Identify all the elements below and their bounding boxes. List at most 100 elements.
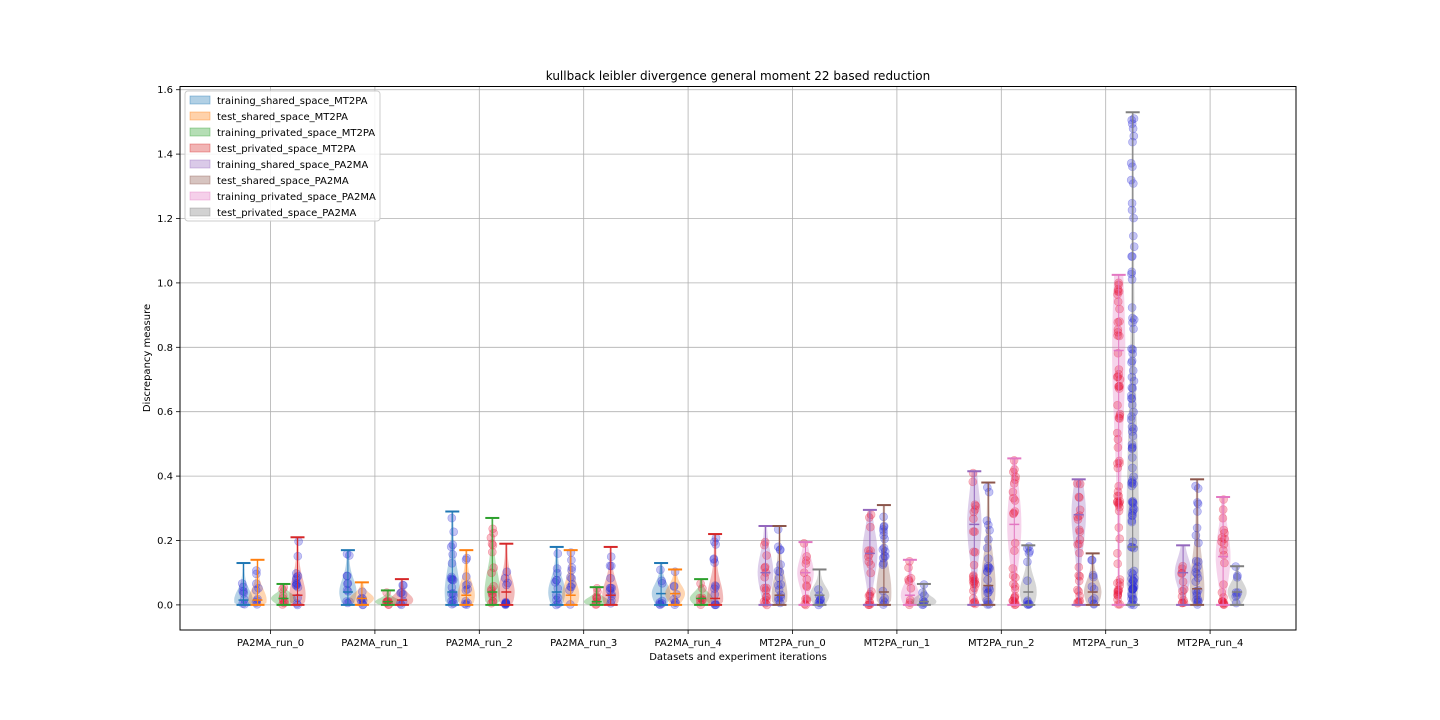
data-point (864, 557, 874, 567)
data-point (398, 580, 408, 590)
data-point (463, 580, 472, 589)
data-point (985, 525, 994, 535)
data-point (1127, 205, 1137, 215)
chart-title: kullback leibler divergence general mome… (546, 69, 931, 83)
data-point (698, 595, 707, 605)
violin-series (234, 510, 671, 610)
data-point (1127, 383, 1137, 393)
data-point (985, 564, 994, 573)
data-point (1129, 131, 1139, 141)
data-point (448, 575, 458, 585)
data-point (773, 580, 783, 590)
data-point (1127, 303, 1137, 312)
data-point (1193, 586, 1203, 595)
x-tick-label: PA2MA_run_2 (446, 638, 513, 649)
data-point (762, 592, 772, 602)
data-point (1177, 569, 1186, 578)
data-point (252, 566, 261, 575)
data-point (1009, 508, 1018, 518)
data-point (489, 563, 499, 573)
data-point (1115, 304, 1124, 314)
data-point (553, 584, 563, 593)
data-point (1087, 582, 1097, 592)
data-point (1127, 568, 1136, 578)
data-point (1178, 586, 1187, 596)
legend-swatch (189, 95, 211, 105)
legend-label: training_shared_space_MT2PA (217, 96, 368, 107)
data-point (968, 594, 978, 603)
data-point (1115, 381, 1124, 391)
data-point (1127, 267, 1137, 277)
data-point (1127, 579, 1136, 589)
x-tick-label: PA2MA_run_0 (237, 638, 304, 649)
data-point (1193, 484, 1203, 493)
data-point (1191, 531, 1201, 540)
data-point (984, 487, 994, 497)
data-point (1010, 591, 1020, 601)
data-point (294, 537, 303, 546)
data-point (878, 586, 888, 596)
data-point (906, 573, 916, 583)
data-point (1115, 411, 1124, 421)
data-point (503, 578, 512, 588)
x-axis: PA2MA_run_0 PA2MA_run_1 PA2MA_run_2 PA2MA_r… (237, 630, 1243, 649)
data-point (866, 560, 876, 570)
y-tick-label: 0.6 (157, 407, 173, 418)
data-point (1115, 578, 1125, 587)
data-point (970, 500, 980, 510)
data-point (1087, 555, 1096, 565)
data-point (1115, 375, 1125, 384)
data-point (970, 547, 980, 557)
data-point (237, 579, 247, 588)
data-point (866, 546, 875, 555)
data-point (254, 583, 263, 593)
data-point (1127, 590, 1136, 599)
data-point (969, 574, 978, 584)
violin-series (809, 111, 1247, 610)
data-point (968, 576, 978, 586)
data-point (1113, 325, 1123, 334)
data-point (1010, 475, 1020, 485)
data-point (878, 545, 888, 554)
data-point (1127, 391, 1136, 400)
data-point (1115, 414, 1124, 423)
data-point (1115, 575, 1125, 584)
data-point (1127, 477, 1137, 487)
data-point (709, 555, 719, 564)
data-point (1220, 558, 1229, 568)
data-point (1112, 428, 1122, 438)
data-point (1089, 584, 1099, 594)
data-point (1129, 424, 1138, 434)
data-point (1115, 581, 1124, 591)
data-point (1193, 595, 1203, 604)
data-point (1075, 479, 1085, 489)
data-point (1115, 502, 1124, 512)
data-point (1129, 582, 1139, 592)
data-point (1009, 509, 1018, 519)
data-point (553, 593, 563, 603)
data-point (292, 599, 302, 608)
data-point (1075, 535, 1085, 545)
legend-label: training_privated_space_PA2MA (217, 192, 376, 203)
data-point (1127, 252, 1136, 261)
legend-swatch (189, 191, 211, 201)
x-tick-label: MT2PA_run_2 (968, 638, 1034, 649)
data-point (487, 568, 496, 578)
data-point (1113, 548, 1122, 558)
data-point (762, 551, 771, 560)
data-point (342, 571, 352, 581)
data-point (970, 505, 980, 514)
legend: training_shared_space_MT2PA test_shared_s… (184, 90, 381, 222)
violin-series (797, 273, 1231, 610)
data-point (802, 582, 812, 592)
data-point (880, 534, 889, 544)
data-point (486, 586, 496, 596)
data-point (291, 569, 301, 578)
data-point (356, 595, 366, 604)
data-point (1129, 472, 1138, 482)
y-tick-label: 1.4 (157, 150, 173, 161)
data-point (607, 596, 616, 605)
data-point (1193, 573, 1203, 583)
data-point (814, 585, 823, 594)
data-point (880, 552, 890, 561)
